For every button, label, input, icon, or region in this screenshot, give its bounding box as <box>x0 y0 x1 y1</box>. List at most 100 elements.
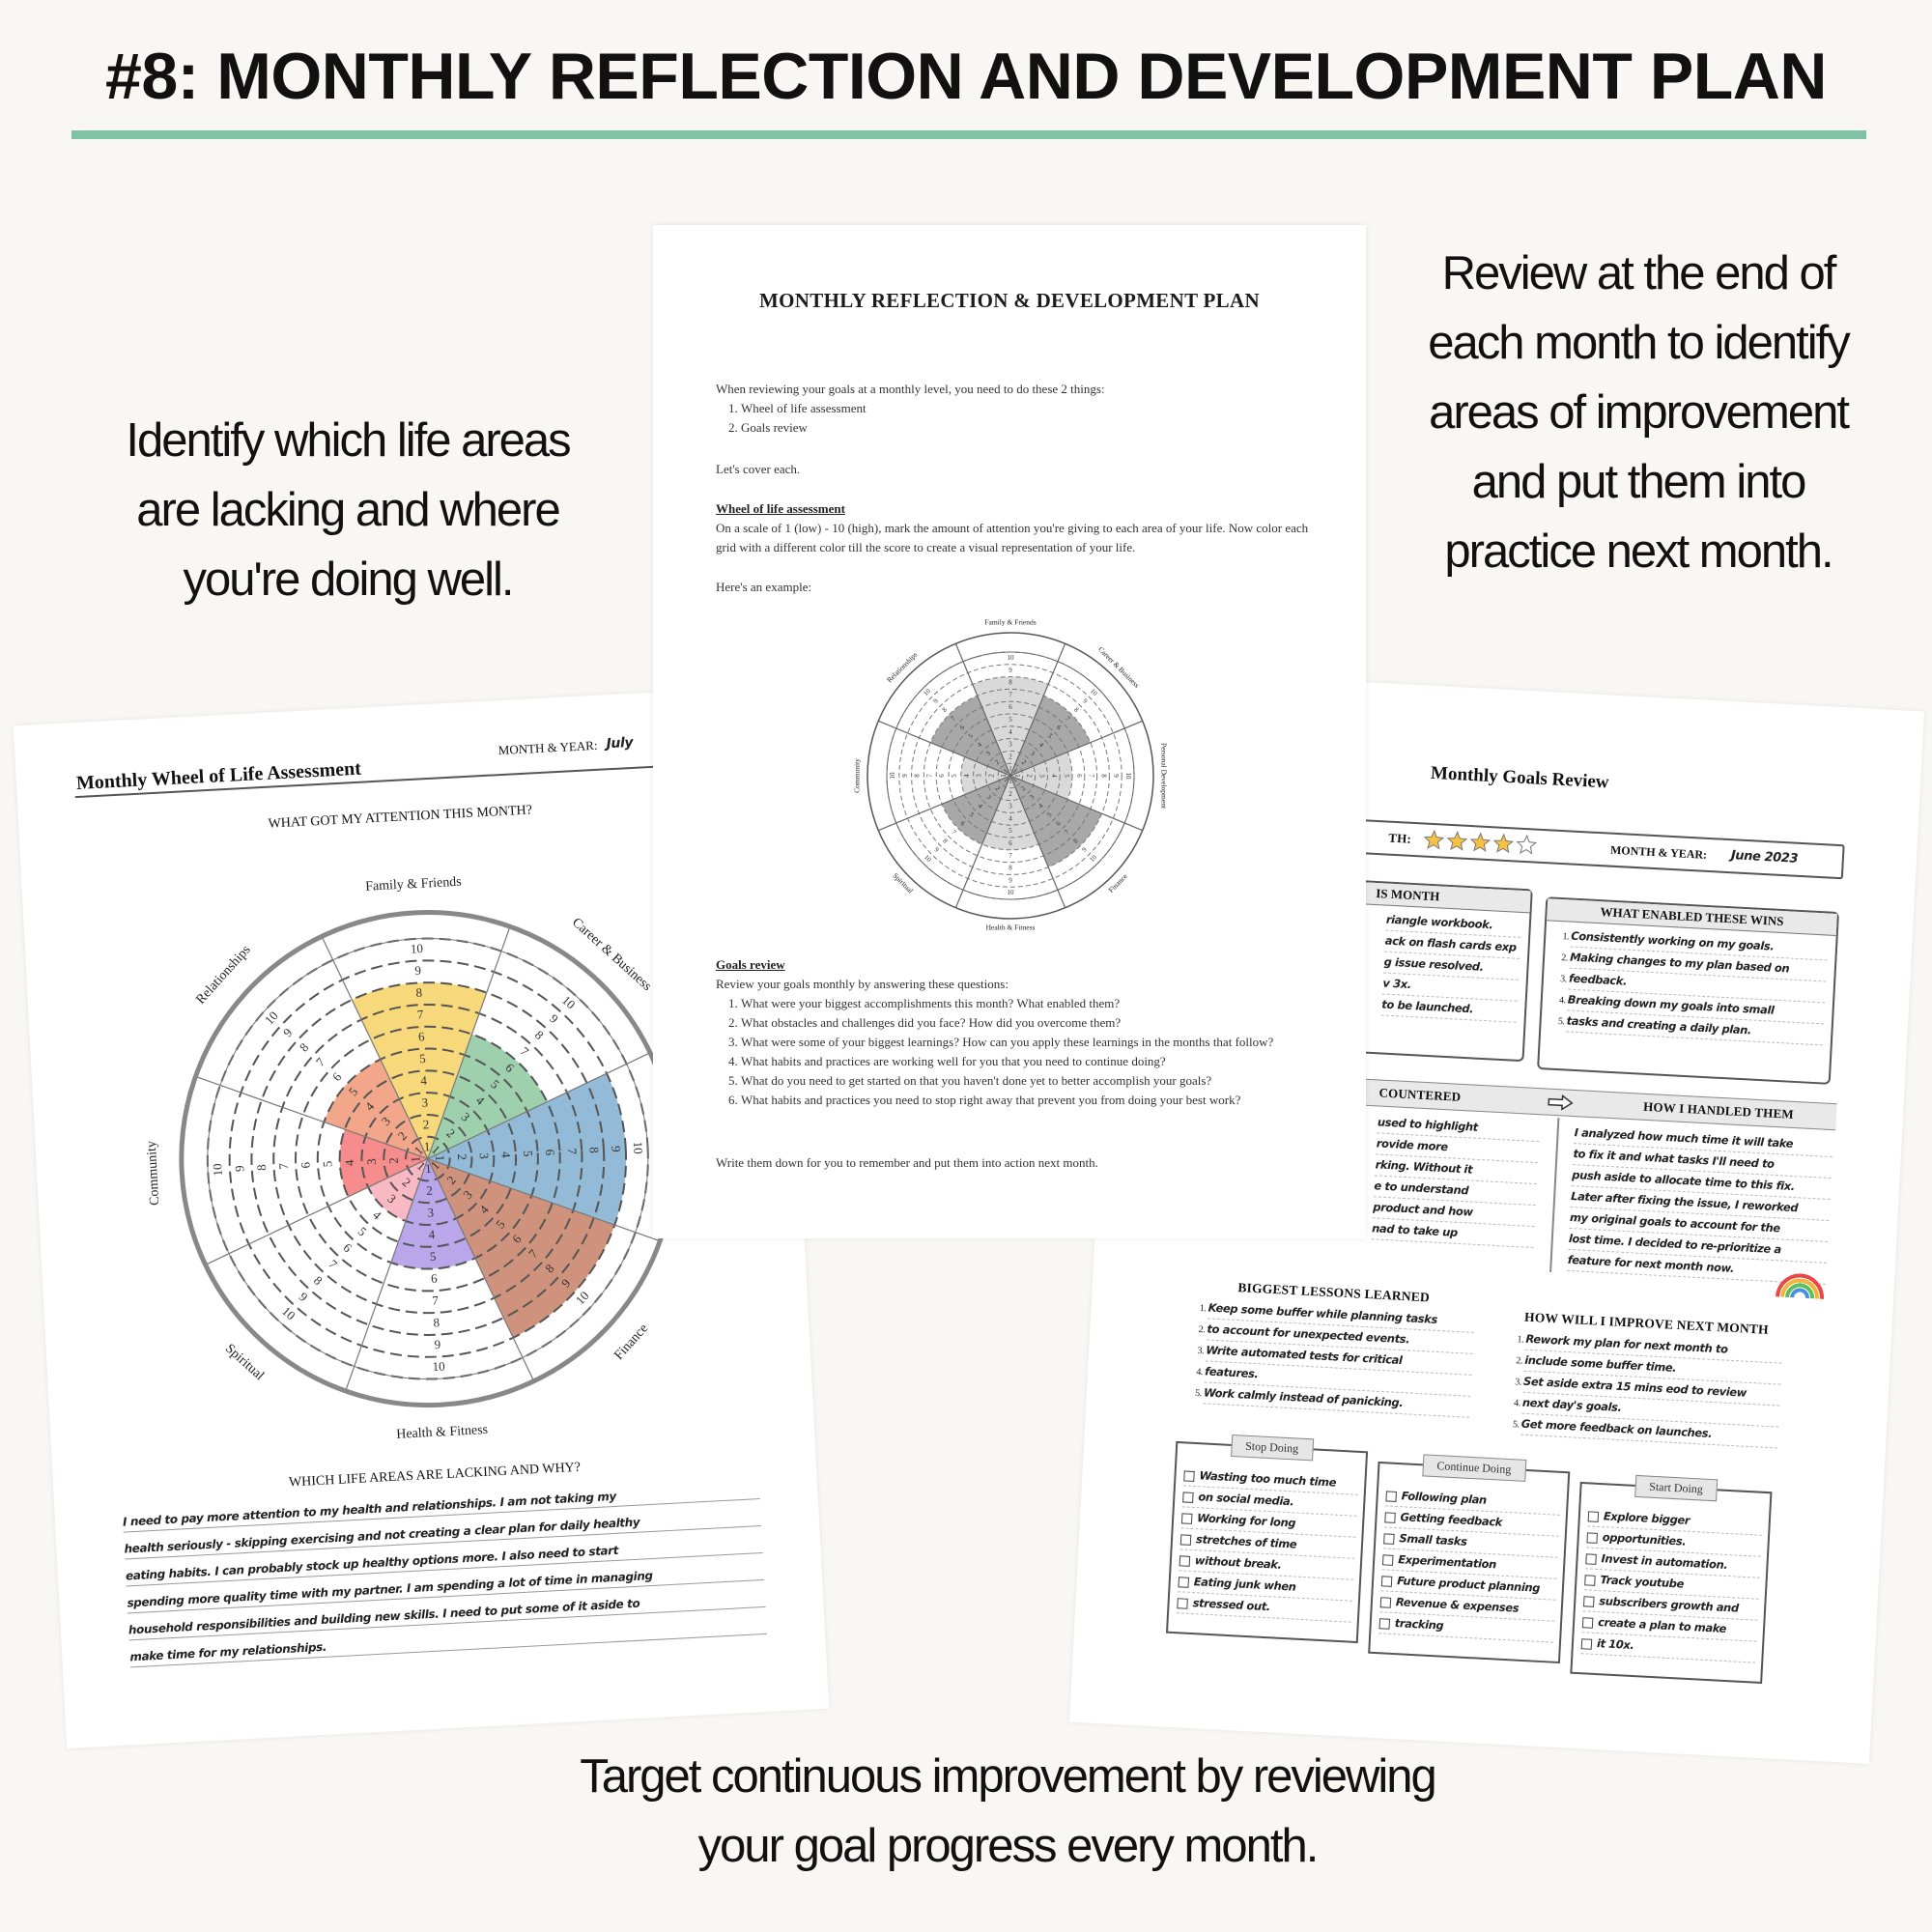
ring-number: 9 <box>280 1025 295 1039</box>
caption-line: you're doing well. <box>183 554 514 606</box>
scale-ring <box>935 700 1086 851</box>
question-list: What were your biggest accomplishments t… <box>716 994 1315 1110</box>
scale-ring <box>911 676 1110 875</box>
stop-list: Wasting too much time on social media. Wor… <box>1169 1443 1366 1629</box>
ring-number: 7 <box>565 1148 580 1155</box>
ring-number: 10 <box>923 853 933 864</box>
continue-list: Following plan Getting feedback Small task… <box>1371 1463 1568 1649</box>
ring-number: 3 <box>427 1205 434 1219</box>
ring-number: 2 <box>386 1157 401 1164</box>
wheel-text: On a scale of 1 (low) - 10 (high), mark … <box>716 521 1309 554</box>
ring-number: 8 <box>254 1164 269 1171</box>
spoke <box>427 1158 535 1381</box>
intro: When reviewing your goals at a monthly l… <box>716 380 1315 438</box>
questions: What were your biggest accomplishments t… <box>716 994 1315 1110</box>
ring-number: 4 <box>342 1159 356 1167</box>
ring-number: 9 <box>932 696 940 704</box>
spoke <box>878 775 1011 832</box>
ring-number: 9 <box>1009 667 1012 674</box>
ring-number: 9 <box>609 1146 623 1152</box>
spoke <box>345 1158 429 1392</box>
spoke <box>1009 775 1143 832</box>
ring-number: 4 <box>1050 774 1058 778</box>
caption-line: each month to identify <box>1428 317 1850 369</box>
score-wedge <box>1010 776 1102 867</box>
left-caption: Identify which life areas are lacking and… <box>77 406 618 614</box>
area-label: Finance <box>1107 871 1130 895</box>
spoke <box>427 925 511 1159</box>
ring-number: 5 <box>355 1224 370 1238</box>
ring-number: 10 <box>922 687 932 697</box>
wheel-worksheet: Monthly Wheel of Life Assessment MONTH &… <box>13 686 830 1748</box>
ring-number: 7 <box>518 1044 532 1060</box>
ring-number: 7 <box>950 828 957 836</box>
ring-number: 3 <box>1029 750 1037 757</box>
ring-number: 1 <box>433 1154 447 1161</box>
ring-number: 7 <box>1088 774 1095 778</box>
handled-col: I analyzed how much time it will take to … <box>1553 1118 1841 1285</box>
score-wedge <box>1010 752 1072 800</box>
score-wedge <box>930 696 1010 776</box>
ring-number: 10 <box>210 1163 225 1177</box>
ring-number: 6 <box>431 1271 439 1286</box>
ring-number: 9 <box>547 1011 561 1026</box>
ring-number: 3 <box>364 1158 379 1165</box>
ring-number: 3 <box>421 1094 428 1109</box>
ring-number: 6 <box>958 819 966 827</box>
ring-number: 10 <box>1089 687 1099 697</box>
ring-number: 10 <box>432 1359 445 1375</box>
start-heading: Start Doing <box>1634 1474 1719 1502</box>
ring-number: 5 <box>419 1051 426 1065</box>
month-value: June 2023 <box>1730 848 1799 867</box>
ring-number: 5 <box>1046 732 1054 740</box>
area-label: Finance <box>611 1321 651 1363</box>
area-label: Family & Friends <box>984 618 1036 627</box>
goals-review: Monthly Goals Review TH: MONTH & YEAR: J… <box>1069 669 1924 1764</box>
ring-number: 4 <box>963 774 971 778</box>
rating-stars <box>1423 829 1538 855</box>
ring-number: 1 <box>1009 765 1012 773</box>
spoke <box>321 936 429 1159</box>
score-wedge <box>942 776 1010 844</box>
ring-number: 10 <box>1008 654 1015 662</box>
ring-number: 7 <box>1063 828 1070 836</box>
scale-ring <box>898 664 1122 888</box>
ring-number: 1 <box>425 1161 432 1176</box>
ring-number: 6 <box>1009 703 1012 711</box>
score-wedge <box>427 1158 615 1338</box>
ring-number: 10 <box>1088 853 1098 864</box>
obstacles-col: used to highlight rovide more rking. Witho… <box>1339 1107 1548 1249</box>
ring-number: 3 <box>1028 793 1036 801</box>
ring-number: 6 <box>938 774 946 778</box>
ring-number: 2 <box>1009 790 1012 798</box>
start-box: Start Doing Explore bigger opportunities.… <box>1570 1474 1773 1685</box>
spoke <box>195 1075 429 1160</box>
score-wedge <box>1010 696 1091 776</box>
outer-rim <box>867 632 1154 920</box>
area-label: Health & Fitness <box>396 1423 489 1442</box>
rating-star <box>1492 833 1515 854</box>
obstacles-heading: COUNTERED <box>1378 1085 1462 1104</box>
ring-number: 9 <box>297 1290 311 1304</box>
start-list: Explore bigger opportunities. Invest in au… <box>1573 1484 1770 1669</box>
ring-number: 4 <box>370 1208 384 1223</box>
caption-line: Review at the end of <box>1441 247 1837 299</box>
score-wedge <box>960 756 1010 795</box>
ring-number: 4 <box>498 1151 513 1159</box>
caption-line: areas of improvement <box>1429 386 1850 439</box>
scale-ring <box>997 762 1024 789</box>
ring-number: 2 <box>422 1117 429 1131</box>
score-wedge <box>427 1073 627 1226</box>
document-title: MONTHLY REFLECTION & DEVELOPMENT PLAN <box>759 289 1260 312</box>
ring-number: 7 <box>432 1293 440 1307</box>
improve-list: Rework my plan for next month toinclude … <box>1495 1323 1791 1449</box>
enablers-list: Consistently working on my goals.Making … <box>1541 921 1836 1046</box>
ring-number: 4 <box>1037 802 1044 810</box>
ring-number: 6 <box>329 1069 345 1084</box>
ring-number: 9 <box>414 963 421 978</box>
ring-number: 10 <box>573 1289 592 1308</box>
area-label: Community <box>853 758 862 793</box>
ring-number: 1 <box>1002 767 1009 775</box>
ring-number: 10 <box>1008 889 1015 896</box>
score-wedge <box>427 1034 548 1159</box>
